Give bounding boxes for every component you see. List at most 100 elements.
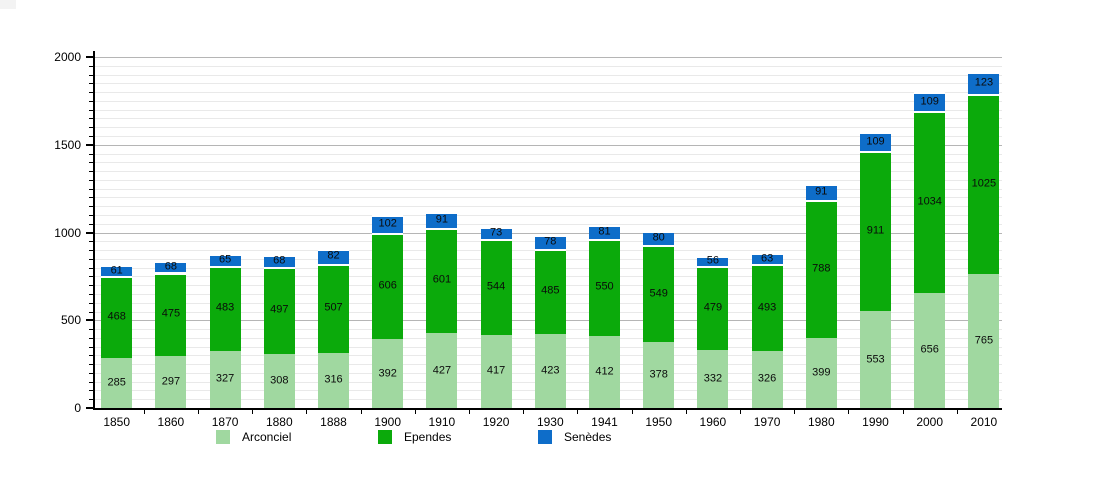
bar-value-label: 109 [866, 135, 885, 147]
y-axis-minor-tick [89, 206, 93, 208]
y-axis-label: 1000 [54, 225, 81, 240]
x-axis-category-label: 1930 [536, 415, 564, 429]
gridline-minor [95, 83, 1002, 85]
bar-segment-sendes [643, 231, 675, 246]
bar-segment-sendes [318, 249, 349, 264]
y-axis-minor-tick [89, 188, 93, 190]
y-axis-minor-tick [89, 329, 93, 330]
x-axis-tick [577, 410, 579, 414]
x-axis-category-label: 1900 [374, 415, 402, 429]
y-axis-minor-tick [89, 179, 93, 181]
bar-value-label: 285 [107, 376, 126, 389]
x-axis-category-label: 1870 [211, 415, 239, 429]
x-axis-category-label: 1950 [645, 415, 673, 429]
y-axis-line [93, 51, 95, 410]
bar-segment-sendes [914, 92, 946, 112]
bar-segment-arconciel [968, 273, 1000, 408]
y-axis-minor-tick [89, 109, 93, 111]
y-axis-minor-tick [89, 276, 93, 278]
x-axis-tick [306, 410, 308, 414]
bar-segment-arconciel [697, 349, 729, 408]
y-axis-minor-tick [89, 118, 93, 120]
bar-value-label: 417 [486, 364, 506, 377]
bar-segment-arconciel [372, 339, 404, 408]
x-axis-tick [469, 410, 470, 414]
y-axis-minor-tick [89, 355, 93, 357]
bar-value-label: 332 [703, 372, 723, 385]
x-axis-category-label: 1980 [807, 415, 835, 429]
y-axis-minor-tick [89, 83, 93, 85]
bar-value-label: 80 [652, 231, 665, 244]
bar-value-label: 497 [270, 303, 289, 316]
bar-value-label: 63 [760, 252, 774, 265]
gridline-minor [95, 162, 1002, 164]
bar-segment-sendes [480, 226, 512, 240]
y-axis-minor-tick [89, 293, 93, 295]
gridline-minor [95, 215, 1002, 216]
y-axis-minor-tick [89, 267, 93, 269]
x-axis-line [93, 408, 1002, 410]
legend-label-senedes: Senèdes [564, 430, 612, 444]
bar-value-label: 788 [812, 262, 831, 275]
y-axis-minor-tick [89, 171, 93, 173]
bar-value-label: 507 [324, 301, 343, 314]
bar-segment-arconciel [480, 334, 512, 408]
bar-value-label: 61 [110, 264, 123, 276]
bar-value-label: 109 [920, 95, 939, 108]
y-axis-label: 2000 [54, 50, 81, 64]
y-axis-minor-tick [89, 258, 93, 260]
bar-value-label: 479 [703, 301, 723, 314]
y-axis-minor-tick [89, 372, 93, 374]
bar-segment-sendes [101, 265, 133, 276]
x-axis-category-label: 1941 [591, 415, 618, 429]
bar-segment-sendes [589, 225, 620, 240]
bar-segment-ependes [914, 111, 946, 293]
x-axis-category-label: 1990 [862, 415, 889, 429]
bar-segment-ependes [751, 264, 783, 351]
y-axis-minor-tick [89, 136, 93, 137]
y-axis-minor-tick [89, 399, 93, 401]
bar-segment-ependes [318, 263, 349, 353]
bar-value-label: 78 [544, 235, 557, 248]
gridline-minor [95, 153, 1002, 155]
bar-segment-sendes [534, 235, 566, 249]
legend-item-senedes: Senèdes [538, 430, 611, 444]
legend-label-arconciel: Arconciel [242, 430, 292, 444]
x-axis-tick [685, 410, 687, 414]
bar-value-label: 1025 [971, 177, 997, 190]
bar-value-label: 102 [378, 217, 397, 230]
x-axis-category-label: 1850 [103, 415, 131, 429]
legend-item-arconciel: Arconciel [216, 430, 291, 444]
bar-segment-sendes [805, 183, 837, 200]
gridline-minor [95, 127, 1002, 129]
bar-value-label: 327 [215, 372, 235, 385]
x-axis-category-label: 2000 [916, 415, 944, 429]
bar-segment-arconciel [589, 335, 620, 408]
bar-value-label: 399 [812, 366, 831, 379]
bar-value-label: 427 [432, 364, 452, 376]
y-axis-minor-tick [89, 381, 93, 383]
bar-value-label: 606 [378, 279, 397, 292]
bar-value-label: 423 [541, 364, 560, 377]
bar-segment-arconciel [914, 292, 946, 408]
bar-segment-ependes [372, 232, 404, 340]
bar-segment-sendes [751, 253, 783, 265]
bar-segment-ependes [860, 151, 891, 311]
x-axis-tick [414, 410, 416, 414]
bar-value-label: 326 [757, 372, 777, 385]
bar-segment-ependes [589, 239, 620, 336]
bar-segment-ependes [697, 265, 729, 350]
x-axis-tick [523, 410, 525, 414]
bar-segment-ependes [534, 248, 566, 334]
bar-segment-ependes [263, 266, 295, 354]
x-axis-category-label: 1860 [157, 415, 185, 429]
gridline-major [95, 57, 1002, 58]
gridline-minor [95, 188, 1002, 190]
x-axis-tick [631, 410, 633, 414]
bar-value-label: 550 [595, 280, 614, 293]
y-axis-minor-tick [89, 215, 93, 216]
bar-segment-sendes [968, 72, 1000, 94]
y-axis-minor-tick [89, 197, 93, 199]
x-axis-tick [794, 410, 796, 414]
